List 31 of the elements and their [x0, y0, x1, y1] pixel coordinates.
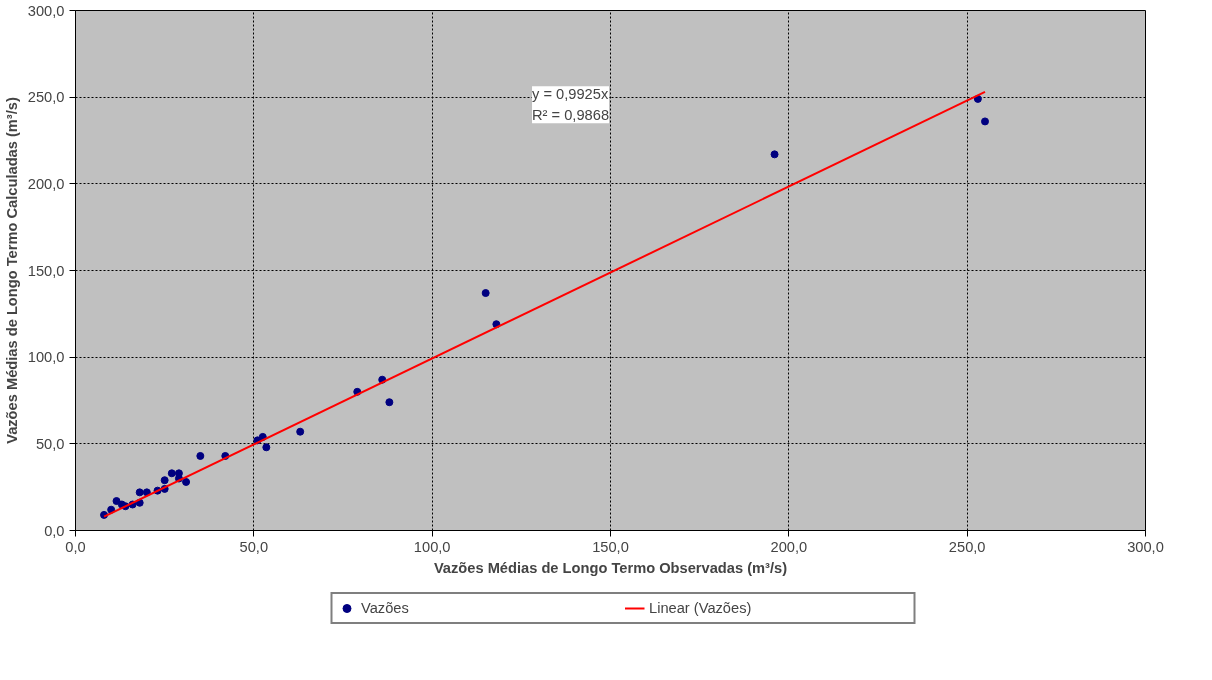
- point: [296, 427, 305, 436]
- x-tick-label: 200,0: [770, 538, 808, 555]
- y-tick-label: 50,0: [35, 435, 65, 452]
- y-tick-label: 0,0: [44, 522, 65, 539]
- x-tick-label: 0,0: [65, 538, 86, 555]
- y-tick-label: 250,0: [27, 89, 65, 106]
- y-tick-label: 150,0: [27, 262, 65, 279]
- point: [385, 398, 394, 407]
- y-tick-label: 200,0: [27, 175, 65, 192]
- point: [167, 469, 176, 478]
- legend-label: Vazões: [361, 600, 410, 616]
- point: [981, 117, 989, 126]
- point: [142, 488, 151, 497]
- x-tick-label: 150,0: [592, 538, 629, 555]
- point: [770, 150, 779, 159]
- point: [135, 488, 144, 497]
- annotation: y = 0,9925x R² = 0,9868: [532, 86, 610, 124]
- point: [160, 476, 169, 485]
- x-tick-label: 300,0: [1127, 538, 1164, 555]
- point: [196, 451, 205, 460]
- x-axis-title: Vazões Médias de Longo Termo Observadas (m³/s): [433, 559, 788, 576]
- y-tick-label: 100,0: [27, 349, 65, 366]
- x-tick-label: 250,0: [948, 538, 986, 555]
- point: [481, 289, 490, 298]
- y-tick-label: 300,0: [27, 2, 65, 19]
- point: [262, 443, 271, 452]
- legend-label: Linear (Vazões): [649, 600, 753, 616]
- x-tick-label: 100,0: [413, 538, 451, 555]
- y-axis-title: Vazões Médias de Longo Termo Calculadas (m³/s): [3, 97, 20, 444]
- point: [182, 477, 191, 486]
- x-tick-label: 50,0: [239, 538, 269, 555]
